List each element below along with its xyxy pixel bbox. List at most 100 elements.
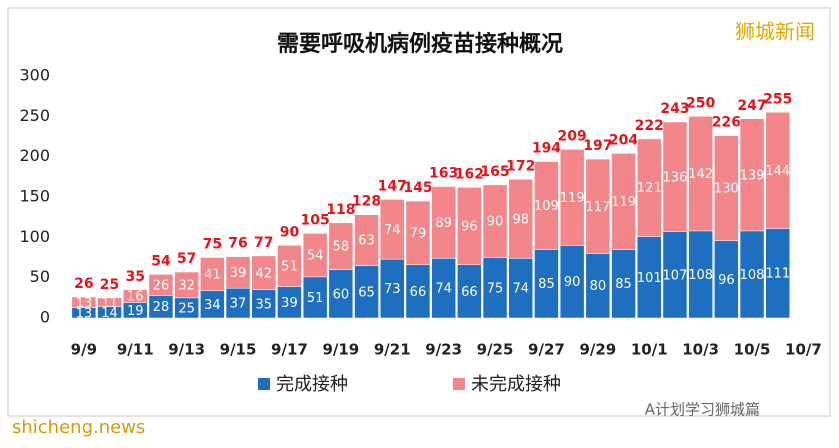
watermark: A计划学习狮城篇 (645, 401, 760, 419)
bar-segment (302, 276, 328, 319)
bar-segment (251, 255, 276, 291)
total-label: 118 (326, 202, 355, 218)
bar-segment (637, 138, 662, 237)
x-tick-label: 9/9 (71, 341, 97, 359)
total-label: 25 (100, 277, 119, 293)
bar-segment (328, 269, 354, 319)
y-tick-label: 250 (19, 106, 50, 125)
bar-segment (585, 158, 611, 254)
segment-label: 79 (410, 226, 427, 241)
x-tick-label: 9/15 (220, 341, 257, 359)
segment-label: 139 (740, 168, 765, 183)
bar-segment (148, 274, 174, 296)
bar-segment (200, 257, 225, 291)
segment-label: 85 (538, 277, 555, 292)
segment-label: 51 (307, 291, 324, 306)
x-tick-label: 9/13 (168, 341, 205, 359)
total-label: 26 (74, 276, 93, 292)
y-tick-label: 50 (30, 267, 50, 286)
segment-label: 26 (153, 278, 170, 293)
x-tick-label: 9/11 (117, 341, 154, 359)
x-tick-label: 9/17 (271, 341, 308, 359)
total-label: 128 (352, 194, 381, 210)
segment-label: 66 (461, 285, 478, 300)
segment-label: 58 (333, 240, 350, 255)
total-label: 250 (686, 95, 715, 111)
legend-label: 未完成接种 (471, 374, 561, 395)
bar-segment (714, 135, 739, 241)
segment-label: 85 (615, 277, 632, 292)
total-label: 197 (583, 138, 612, 154)
y-tick-label: 0 (40, 308, 50, 327)
x-tick-label: 10/1 (631, 341, 668, 359)
total-label: 77 (254, 235, 273, 251)
bar-segment (97, 297, 122, 307)
bar-segment (200, 290, 225, 319)
bar-segment (662, 121, 688, 232)
bar-segment (482, 257, 508, 319)
bar-segment (328, 222, 354, 270)
x-tick-label: 9/21 (374, 341, 411, 359)
segment-label: 73 (384, 282, 401, 297)
bar-segment (251, 289, 276, 319)
bar-segment (71, 296, 97, 308)
total-label: 105 (301, 212, 330, 228)
legend-swatch (258, 378, 270, 390)
segment-label: 74 (512, 282, 529, 297)
total-label: 209 (558, 128, 587, 144)
segment-label: 80 (590, 279, 607, 294)
bar-segment (765, 112, 790, 229)
bar-segment (380, 258, 405, 319)
bar-segment (611, 249, 636, 319)
segment-label: 119 (560, 191, 585, 206)
bar-segment (354, 265, 379, 319)
segment-label: 75 (487, 281, 504, 296)
total-label: 90 (280, 224, 300, 240)
segment-label: 35 (255, 297, 272, 312)
y-tick-label: 300 (19, 66, 50, 85)
x-tick-label: 9/19 (322, 341, 359, 359)
segment-label: 119 (611, 195, 636, 210)
segment-label: 74 (384, 223, 401, 238)
segment-label: 41 (204, 268, 221, 283)
bar-segment (662, 231, 688, 319)
segment-label: 142 (688, 167, 713, 182)
bar-segment (225, 256, 251, 289)
x-tick-label: 10/7 (785, 341, 822, 359)
total-label: 247 (737, 98, 766, 114)
y-tick-label: 200 (19, 146, 50, 165)
bar-segment (380, 199, 405, 260)
segment-label: 39 (281, 296, 298, 311)
total-label: 172 (506, 158, 535, 174)
segment-label: 66 (410, 285, 427, 300)
bar-segment (508, 258, 533, 319)
total-label: 222 (635, 118, 664, 134)
total-label: 194 (532, 141, 561, 157)
segment-label: 37 (230, 297, 247, 312)
segment-label: 98 (512, 212, 529, 227)
total-label: 162 (455, 166, 484, 182)
segment-label: 14 (101, 306, 118, 321)
total-label: 147 (378, 178, 407, 194)
x-tick-label: 9/23 (425, 341, 462, 359)
segment-label: 25 (178, 301, 195, 316)
segment-label: 13 (76, 306, 93, 321)
watermark: shicheng.news (12, 417, 145, 438)
bar-segment (277, 286, 302, 319)
segment-label: 16 (127, 290, 144, 305)
segment-label: 111 (765, 267, 790, 282)
bar-segment (431, 186, 456, 259)
segment-label: 101 (637, 271, 662, 286)
total-label: 35 (126, 269, 145, 285)
segment-label: 121 (637, 181, 662, 196)
bar-segment (765, 228, 790, 319)
segment-label: 96 (718, 273, 735, 288)
total-label: 75 (203, 237, 222, 253)
x-tick-label: 9/27 (528, 341, 565, 359)
total-label: 163 (429, 166, 458, 182)
segment-label: 63 (358, 234, 375, 249)
segment-label: 34 (204, 298, 221, 313)
bar-segment (225, 287, 251, 319)
segment-label: 51 (281, 259, 298, 274)
